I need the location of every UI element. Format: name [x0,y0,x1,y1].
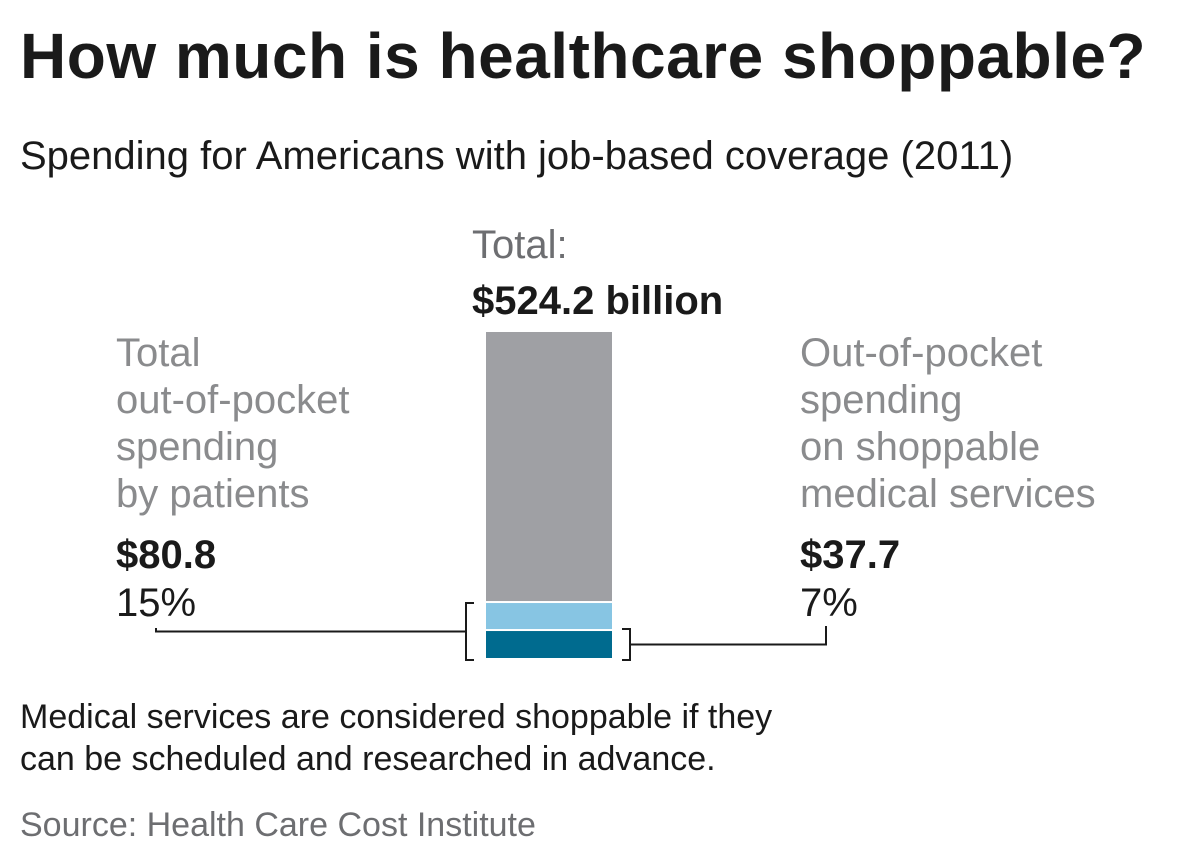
leader-line-shoppable [630,626,827,646]
source-note: Source: Health Care Cost Institute [20,806,536,844]
bar-total-spending [486,332,612,602]
chart-title: How much is healthcare shoppable? [20,20,1147,92]
leader-line-out-of-pocket [155,628,466,633]
shoppable-label: Out-of-pocket spending on shoppable medi… [800,331,1096,516]
total-label: Total: [472,223,568,267]
chart-subtitle: Spending for Americans with job-based co… [20,134,1014,178]
bar-out-of-pocket [486,603,612,630]
footnote: Medical services are considered shoppabl… [20,698,773,778]
out-of-pocket-label: Total out-of-pocket spending by patients [116,331,350,516]
out-of-pocket-percent: 15% [116,581,197,625]
shoppable-percent: 7% [800,581,858,625]
shoppable-value: $37.7 [800,533,901,577]
bracket-out-of-pocket [465,602,474,661]
out-of-pocket-value: $80.8 [116,533,217,577]
bracket-shoppable [622,628,631,661]
bar-shoppable [486,631,612,658]
total-value: $524.2 billion [472,279,724,323]
